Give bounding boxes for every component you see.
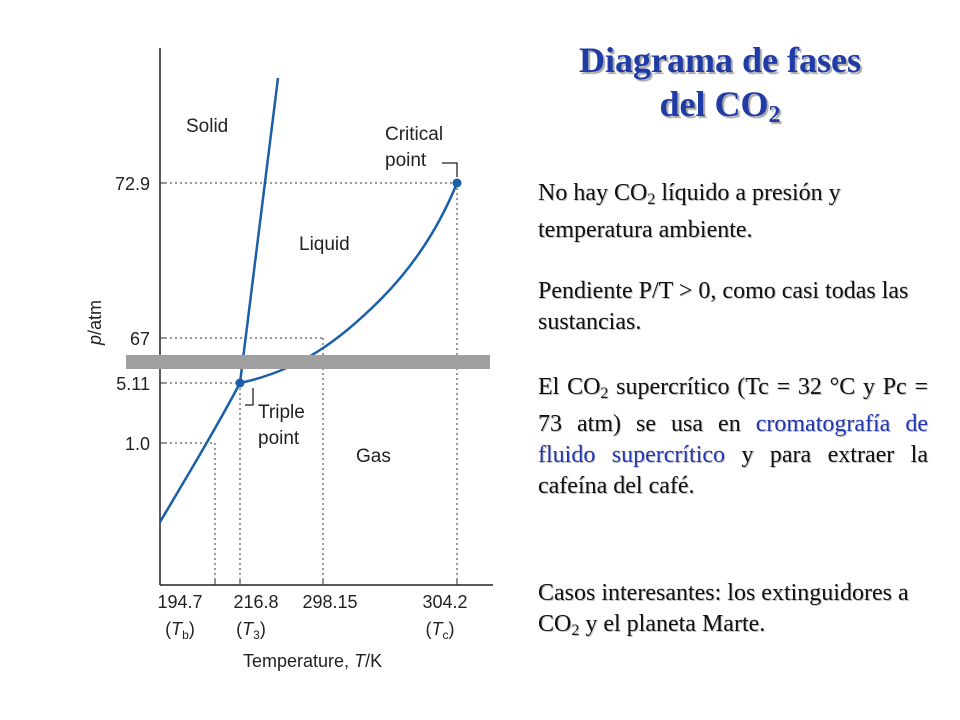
x-sub-label-t3: (T3) [236,619,266,642]
x-tick-label: 216.8 [233,592,278,612]
slide-title-line-1: Diagrama de fases [579,40,861,80]
triple-point-label-2: point [258,428,300,449]
y-tick-label: 72.9 [115,174,150,194]
paragraph-supercritical: El CO2 supercrítico (Tc = 32 °C y Pc = 7… [538,374,928,499]
critical-point-leader [442,162,458,177]
paragraph-slope: Pendiente P/T > 0, como casi todas las s… [538,278,909,335]
gas-region-label: Gas [356,446,391,467]
paragraph-no-liquid-co2: No hay CO2 líquido a presión y temperatu… [538,180,841,243]
liquid-region-label: Liquid [299,234,350,255]
slide-title: Diagrama de fases del CO2 [520,38,920,137]
solid-liquid-boundary [238,77,280,384]
ambient-band [126,355,490,369]
triple-point-leader [245,388,254,406]
guide-lines [160,182,458,585]
solid-region-label: Solid [186,116,228,137]
critical-point-marker [452,178,462,188]
y-axis-title: p/atm [85,300,105,346]
y-tick-label: 67 [130,329,150,349]
critical-point-label-2: point [385,150,427,171]
supercritical-chromatography-highlight: cromatografía de fluido supercrítico [538,411,928,468]
x-sub-label-tb: (Tb) [165,619,195,642]
y-tick-label: 1.0 [125,434,150,454]
x-tick-label: 298.15 [302,592,357,612]
x-sub-label-tc: (Tc) [426,619,455,642]
x-axis-title: Temperature, T/K [243,651,382,671]
x-tick-label: 194.7 [157,592,202,612]
y-tick-label: 5.11 [116,374,150,394]
vaporization-curve [239,182,459,385]
paragraph-interesting-cases: Casos interesantes: los extinguidores a … [538,580,909,639]
sublimation-curve [158,382,242,523]
slide-title-line-2: del CO2 [659,84,781,128]
x-tick-label: 304.2 [422,592,467,612]
triple-point-label-1: Triple [258,402,305,423]
triple-point-marker [235,378,245,388]
phase-diagram: Solid Liquid Gas Critical point Triple p… [85,48,493,671]
critical-point-label-1: Critical [385,124,443,145]
